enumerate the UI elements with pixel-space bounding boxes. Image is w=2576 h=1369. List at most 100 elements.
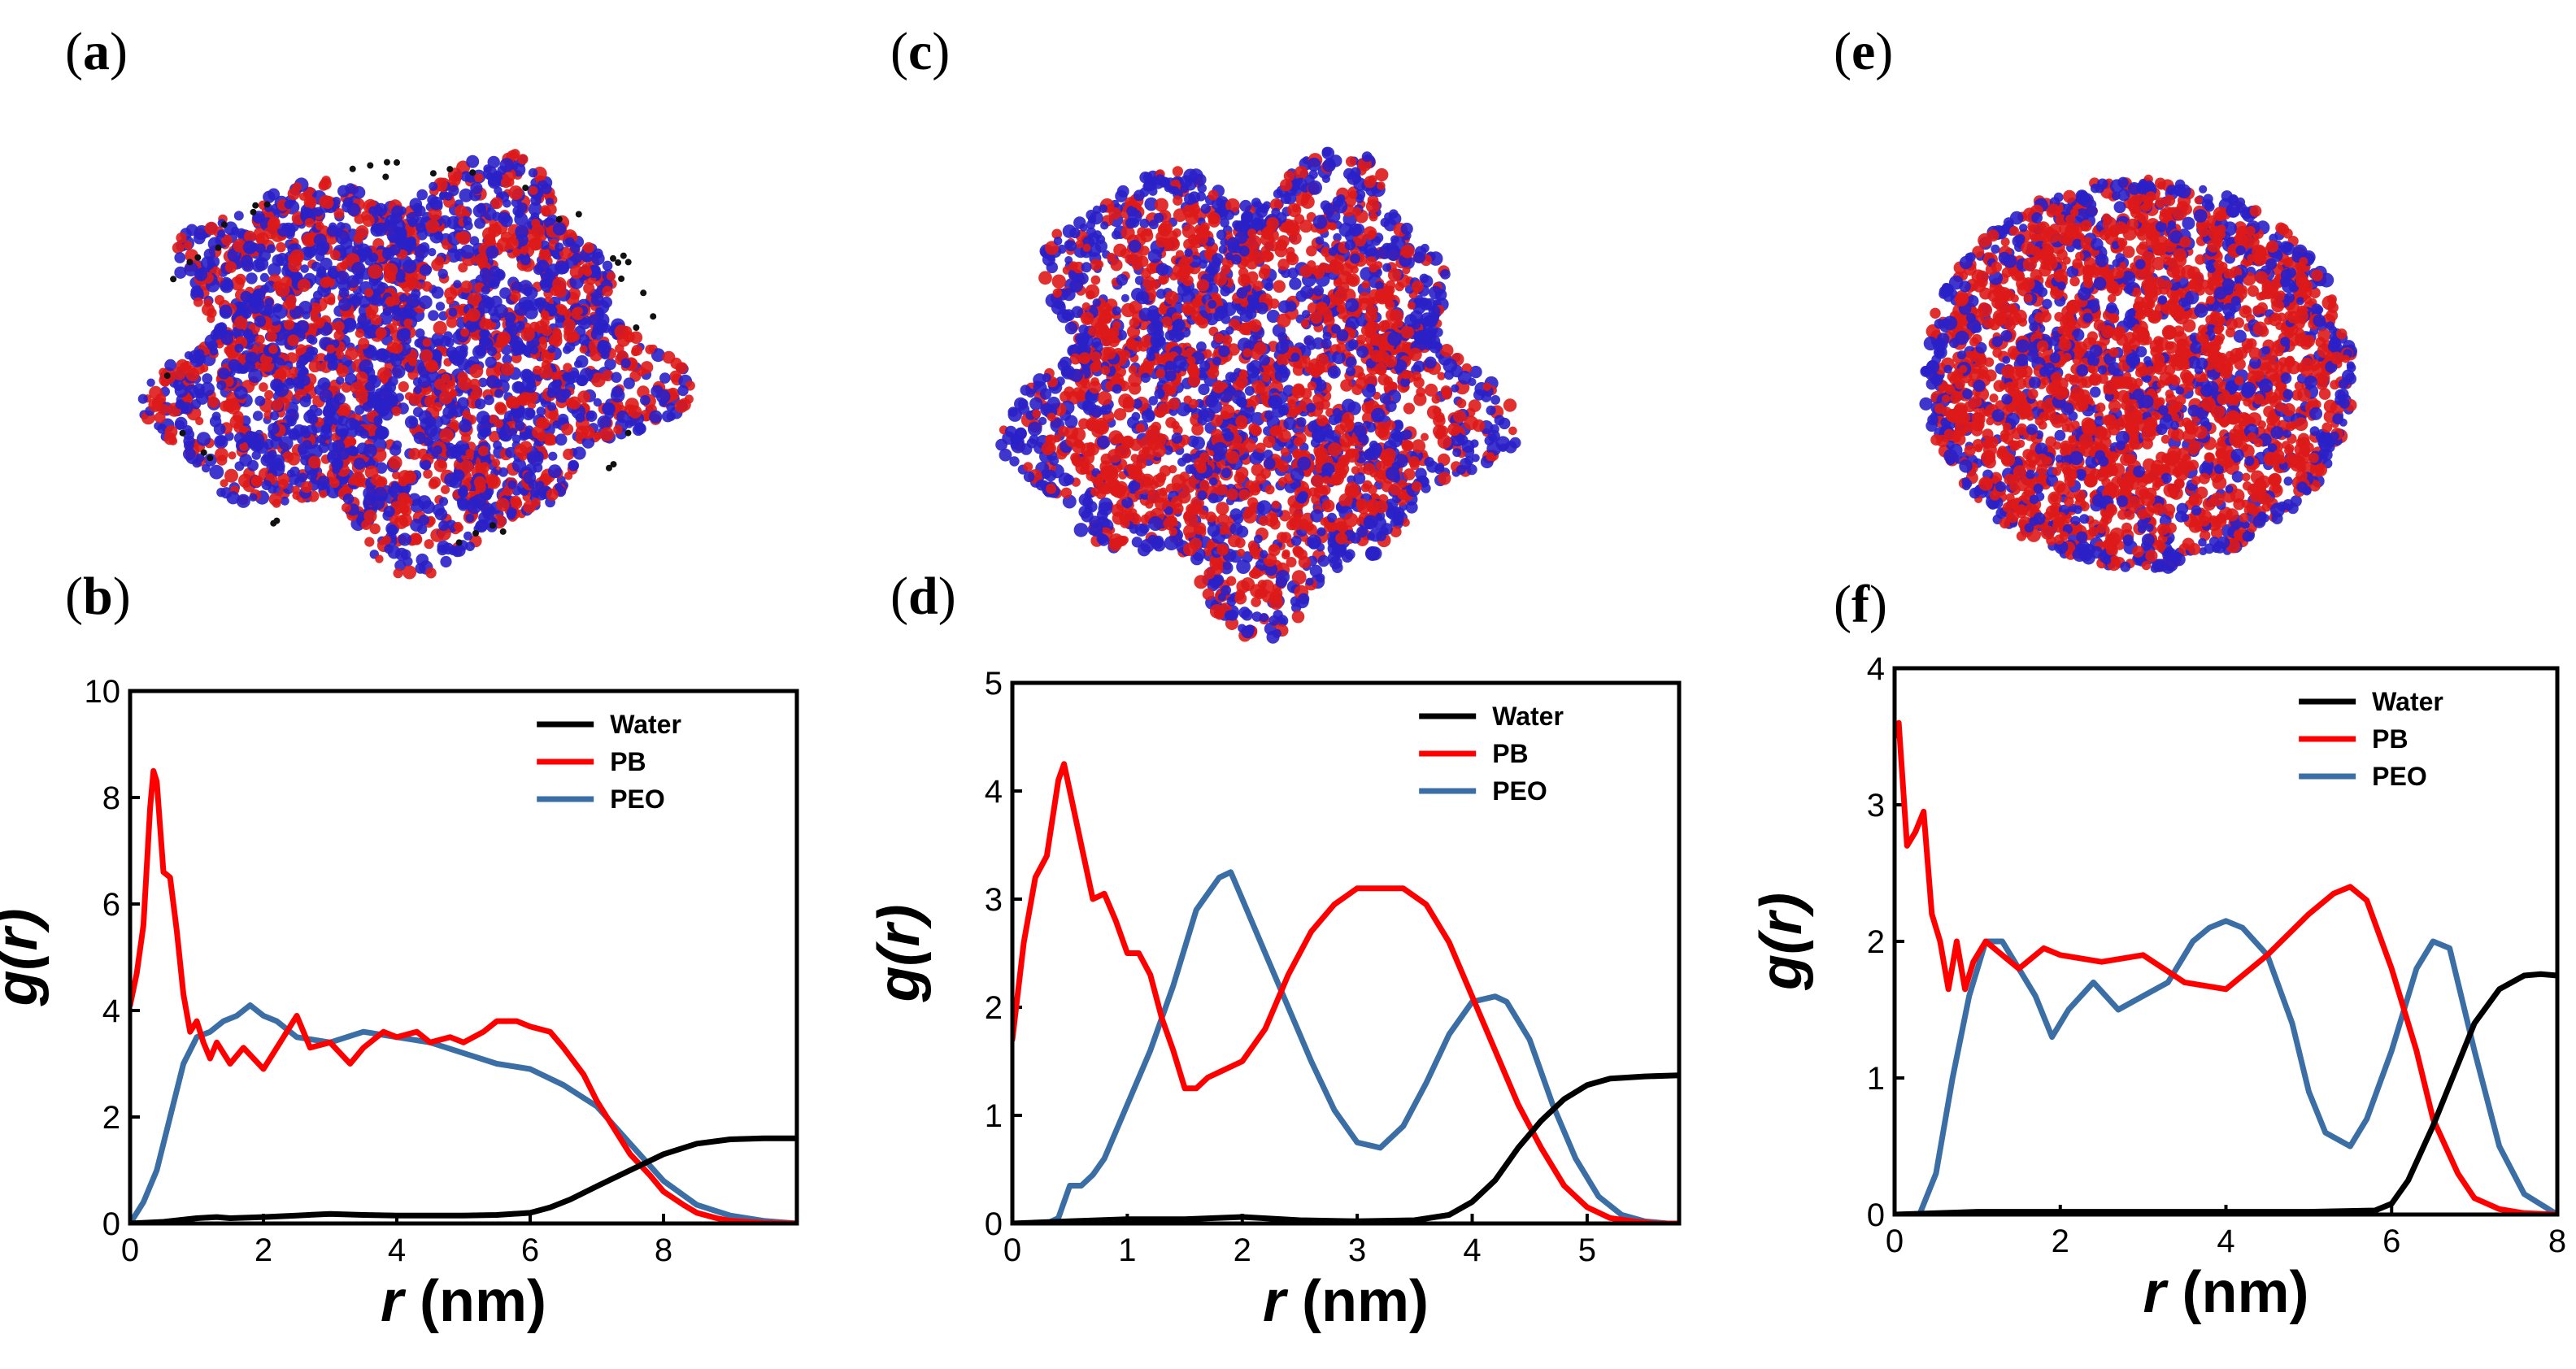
pb-bead	[563, 448, 575, 461]
pb-bead	[1086, 290, 1095, 300]
pb-bead	[214, 294, 225, 306]
peo-bead	[1264, 410, 1274, 420]
peo-bead	[252, 411, 263, 421]
pb-bead	[508, 185, 524, 201]
pb-bead	[548, 410, 559, 421]
peo-bead	[1212, 356, 1221, 366]
peo-bead	[320, 428, 333, 441]
peo-bead	[391, 364, 406, 379]
pb-bead	[408, 448, 421, 460]
pb-bead	[1088, 326, 1098, 337]
peo-bead	[1244, 385, 1255, 396]
peo-bead	[477, 430, 487, 441]
pb-bead	[433, 459, 447, 472]
peo-bead	[419, 242, 430, 253]
peo-bead	[504, 312, 516, 324]
peo-bead	[285, 408, 299, 423]
pb-bead	[469, 363, 484, 379]
pb-bead	[564, 472, 573, 480]
peo-bead	[1112, 384, 1122, 394]
micelle-snapshot-c	[995, 146, 1521, 644]
peo-bead	[325, 398, 341, 413]
pb-bead	[474, 173, 484, 183]
peo-bead	[241, 254, 253, 267]
peo-bead	[602, 260, 613, 272]
pb-bead	[228, 451, 237, 460]
peo-bead	[234, 343, 244, 353]
pb-bead	[422, 338, 432, 347]
peo-bead	[551, 379, 562, 389]
pb-bead	[1217, 513, 1229, 526]
peo-bead	[398, 532, 411, 546]
pb-bead	[1364, 309, 1378, 323]
peo-bead	[438, 520, 450, 532]
peo-bead	[216, 229, 226, 238]
peo-bead	[1286, 301, 1297, 312]
peo-bead	[364, 380, 376, 392]
peo-bead	[298, 472, 307, 483]
pb-bead	[318, 180, 329, 191]
pb-bead	[1258, 515, 1269, 526]
peo-bead	[214, 434, 228, 450]
pb-bead	[368, 264, 383, 280]
peo-bead	[1198, 383, 1210, 396]
peo-bead	[418, 410, 433, 424]
pb-bead	[541, 206, 551, 217]
pb-bead	[1221, 411, 1230, 420]
peo-bead	[1245, 308, 1257, 320]
pb-bead	[1301, 193, 1311, 202]
pb-bead	[561, 423, 574, 436]
peo-bead	[1116, 185, 1129, 198]
peo-bead	[232, 326, 245, 339]
peo-bead	[620, 358, 631, 368]
pb-bead	[1413, 376, 1425, 389]
pb-bead	[509, 290, 521, 302]
peo-bead	[1064, 415, 1078, 428]
pb-bead	[342, 502, 351, 513]
peo-bead	[659, 372, 671, 384]
pb-bead	[330, 250, 341, 261]
pb-bead	[224, 468, 238, 483]
pb-bead	[1126, 339, 1138, 350]
peo-bead	[383, 506, 395, 518]
pb-bead	[599, 427, 615, 442]
peo-bead	[213, 423, 226, 436]
peo-bead	[1421, 243, 1429, 253]
pb-bead	[220, 400, 231, 412]
peo-bead	[485, 356, 497, 368]
peo-bead	[479, 329, 489, 339]
pb-bead	[358, 337, 370, 350]
pb-bead	[511, 498, 523, 510]
pb-bead	[420, 349, 433, 363]
peo-bead	[519, 432, 529, 441]
pb-bead	[1228, 534, 1241, 548]
peo-bead	[1140, 372, 1151, 383]
pb-bead	[466, 308, 481, 322]
peo-bead	[1227, 241, 1239, 254]
peo-bead	[525, 286, 538, 299]
panel-label-d: (d)	[890, 567, 956, 626]
pb-bead	[207, 315, 215, 324]
peo-bead	[233, 211, 244, 221]
pb-bead	[268, 344, 278, 354]
peo-bead	[498, 467, 508, 477]
peo-bead	[188, 350, 202, 363]
peo-bead	[485, 375, 499, 389]
pb-bead	[1187, 374, 1201, 388]
peo-bead	[1131, 411, 1141, 421]
peo-bead	[255, 395, 266, 406]
peo-bead	[403, 303, 414, 313]
peo-bead	[375, 426, 389, 440]
peo-bead	[1287, 267, 1299, 279]
peo-bead	[255, 243, 266, 254]
pb-bead	[490, 197, 503, 210]
pb-bead	[168, 437, 178, 445]
pb-bead	[433, 402, 442, 412]
pb-bead	[154, 411, 166, 424]
peo-bead	[1259, 203, 1269, 214]
peo-bead	[398, 232, 407, 242]
pb-bead	[1361, 280, 1370, 289]
water-bead	[624, 259, 632, 266]
pb-bead	[1090, 362, 1101, 373]
peo-bead	[1200, 203, 1212, 214]
